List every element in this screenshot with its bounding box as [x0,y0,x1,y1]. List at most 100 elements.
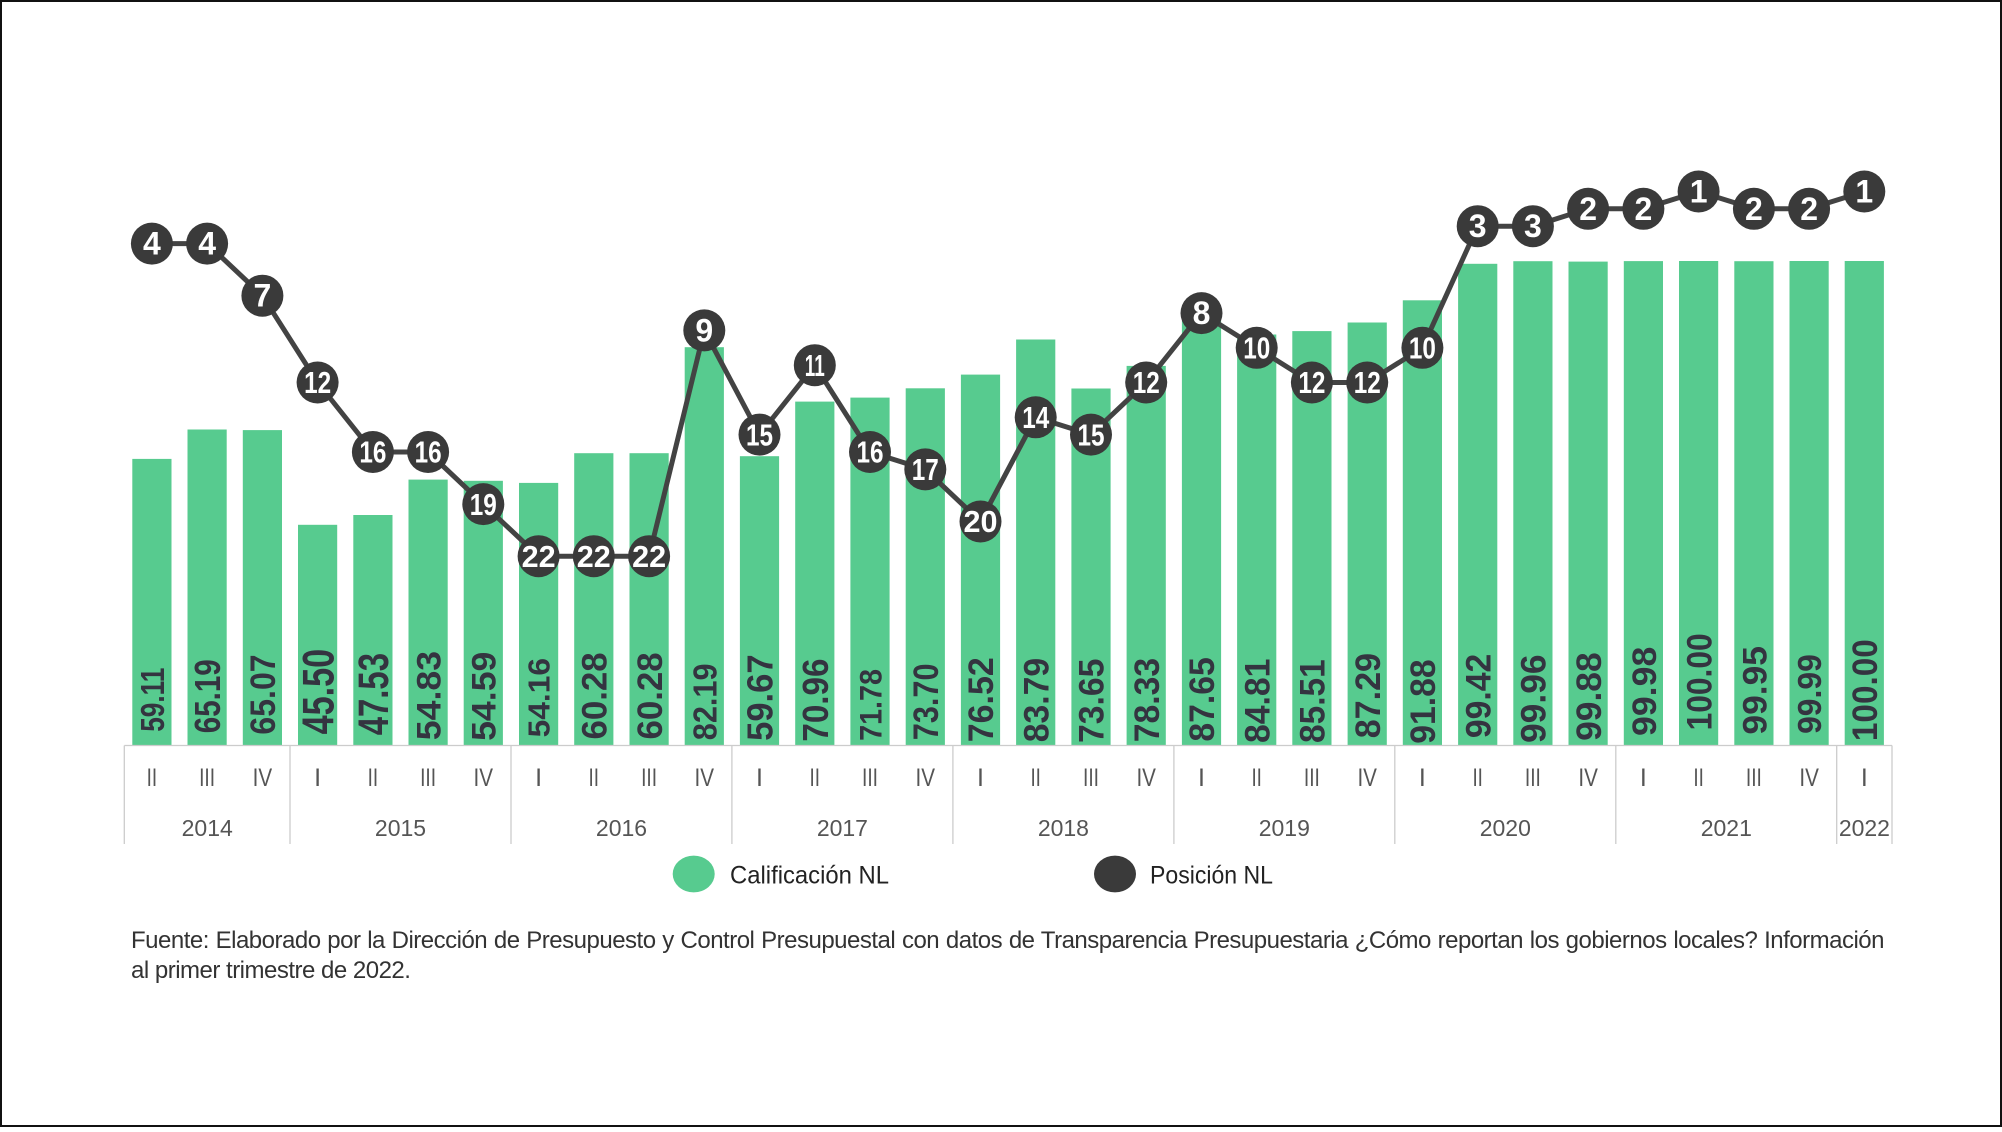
svg-text:II: II [368,764,379,792]
svg-text:83.79: 83.79 [1017,658,1057,742]
svg-text:54.59: 54.59 [466,652,504,741]
svg-text:2: 2 [1800,191,1818,227]
svg-text:IV: IV [1799,764,1819,792]
svg-text:2015: 2015 [375,815,426,841]
svg-text:100.00: 100.00 [1845,639,1885,741]
svg-text:12: 12 [1354,365,1381,400]
svg-text:I: I [977,764,984,792]
svg-text:85.51: 85.51 [1293,659,1333,743]
svg-text:2017: 2017 [817,815,868,841]
svg-text:65.07: 65.07 [243,654,283,734]
svg-text:IV: IV [1578,764,1598,792]
svg-text:IV: IV [253,764,273,792]
svg-text:8: 8 [1193,295,1211,331]
svg-text:II: II [1251,764,1262,792]
svg-text:I: I [1419,764,1426,792]
svg-text:2019: 2019 [1259,815,1310,841]
svg-text:2022: 2022 [1839,815,1890,841]
svg-text:99.98: 99.98 [1626,647,1664,736]
svg-text:11: 11 [805,348,825,383]
svg-text:II: II [147,764,158,792]
svg-text:III: III [1304,764,1320,792]
svg-text:I: I [1640,764,1647,792]
svg-text:I: I [314,764,321,792]
svg-text:73.65: 73.65 [1072,659,1112,743]
svg-text:10: 10 [1243,331,1270,366]
svg-text:12: 12 [304,365,331,400]
svg-text:1: 1 [1690,174,1708,210]
svg-text:71.78: 71.78 [853,669,888,741]
svg-text:14: 14 [1022,400,1050,435]
svg-text:73.70: 73.70 [906,664,946,741]
svg-text:65.19: 65.19 [187,659,228,733]
svg-text:IV: IV [695,764,715,792]
svg-text:IV: IV [474,764,494,792]
svg-text:84.81: 84.81 [1238,659,1278,743]
svg-text:II: II [1030,764,1041,792]
svg-text:99.99: 99.99 [1792,654,1829,734]
svg-text:22: 22 [522,539,556,574]
svg-text:17: 17 [912,452,939,487]
svg-text:45.50: 45.50 [295,649,344,735]
svg-text:IV: IV [916,764,936,792]
svg-text:59.11: 59.11 [135,668,172,732]
svg-text:82.19: 82.19 [687,664,724,741]
svg-text:I: I [756,764,763,792]
svg-text:22: 22 [632,539,666,574]
svg-text:16: 16 [857,435,884,470]
svg-text:2014: 2014 [182,815,233,841]
svg-text:I: I [1198,764,1205,792]
svg-text:12: 12 [1298,365,1325,400]
svg-text:II: II [810,764,821,792]
svg-text:99.42: 99.42 [1458,654,1498,738]
svg-text:III: III [1525,764,1541,792]
svg-text:19: 19 [470,487,497,522]
svg-text:II: II [1472,764,1483,792]
svg-text:Posición NL: Posición NL [1150,862,1273,890]
svg-text:7: 7 [254,278,272,314]
svg-text:Calificación NL: Calificación NL [730,862,889,890]
svg-text:70.96: 70.96 [795,659,836,742]
svg-text:12: 12 [1133,365,1160,400]
svg-text:III: III [1746,764,1762,792]
svg-text:59.67: 59.67 [740,654,781,741]
svg-text:10: 10 [1409,331,1436,366]
svg-text:IV: IV [1357,764,1377,792]
svg-text:III: III [1083,764,1099,792]
svg-text:91.88: 91.88 [1403,659,1443,743]
svg-text:2020: 2020 [1480,815,1531,841]
svg-text:15: 15 [746,417,773,452]
svg-text:III: III [420,764,436,792]
svg-text:2021: 2021 [1701,815,1752,841]
svg-text:III: III [641,764,657,792]
svg-text:4: 4 [198,226,216,262]
svg-text:100.00: 100.00 [1680,633,1719,730]
svg-text:16: 16 [415,435,442,470]
svg-text:78.33: 78.33 [1127,658,1167,742]
svg-text:4: 4 [143,226,161,262]
svg-text:16: 16 [359,435,386,470]
svg-text:60.28: 60.28 [630,652,670,739]
svg-text:I: I [1861,764,1868,792]
svg-text:III: III [862,764,878,792]
svg-text:2: 2 [1635,191,1653,227]
svg-text:2018: 2018 [1038,815,1089,841]
svg-text:54.16: 54.16 [523,658,557,738]
svg-text:II: II [589,764,600,792]
svg-text:60.28: 60.28 [575,652,615,739]
svg-text:IV: IV [1136,764,1156,792]
svg-text:2: 2 [1745,191,1763,227]
svg-text:87.65: 87.65 [1182,657,1222,741]
svg-text:47.53: 47.53 [350,653,398,735]
svg-text:3: 3 [1524,208,1542,244]
svg-text:99.96: 99.96 [1514,654,1554,743]
svg-text:3: 3 [1469,208,1487,244]
svg-text:9: 9 [695,312,713,348]
svg-text:99.88: 99.88 [1569,652,1609,741]
svg-text:II: II [1693,764,1704,792]
svg-text:22: 22 [577,539,611,574]
svg-text:20: 20 [964,504,998,539]
svg-text:54.83: 54.83 [411,651,449,740]
svg-text:2016: 2016 [596,815,647,841]
svg-text:15: 15 [1078,417,1105,452]
